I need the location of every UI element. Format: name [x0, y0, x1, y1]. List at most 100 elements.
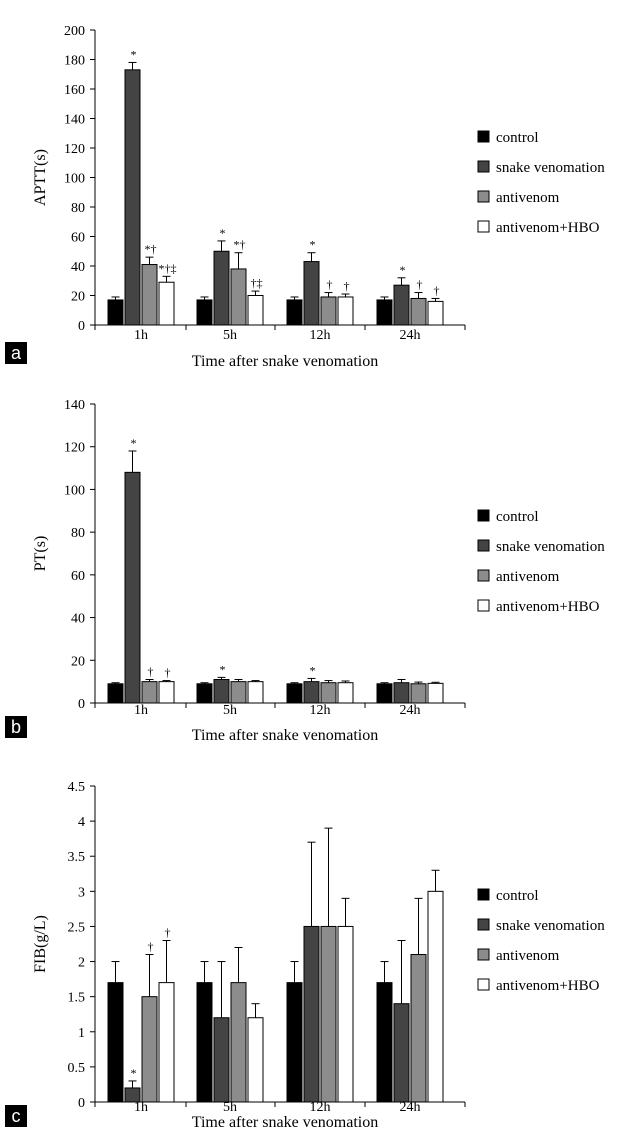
- legend-label: control: [496, 130, 539, 146]
- bar-snake-venomation-24h: [393, 682, 410, 704]
- y-tick-label: 160: [64, 83, 85, 98]
- bar-snake-venomation-12h: [303, 681, 320, 704]
- legend-label: snake venomation: [496, 918, 605, 934]
- bar-control-24h: [376, 683, 393, 704]
- bar-snake-venomation-24h: [393, 1003, 410, 1103]
- y-tick-label: 140: [64, 113, 85, 128]
- legend-label: snake venomation: [496, 160, 605, 176]
- y-axis-label: PT(s): [32, 536, 49, 572]
- y-tick-label: 60: [71, 569, 85, 584]
- legend-swatch: [477, 948, 490, 961]
- significance-mark: †‡: [251, 276, 263, 290]
- panel-tag-label: c: [12, 1106, 21, 1126]
- y-tick-label: 2: [78, 956, 85, 971]
- bar-antivenom-hbo-24h: [427, 890, 444, 1103]
- bar-control-1h: [107, 982, 124, 1103]
- y-tick-label: 40: [71, 260, 85, 275]
- bar-snake-venomation-5h: [213, 679, 230, 704]
- bar-antivenom-1h: [141, 681, 158, 704]
- y-tick-label: 2.5: [68, 920, 86, 935]
- significance-mark: *†: [145, 242, 157, 256]
- x-tick-label: 5h: [223, 1100, 237, 1115]
- bar-control-5h: [196, 683, 213, 704]
- y-tick-label: 1: [78, 1026, 85, 1041]
- legend-swatch: [477, 599, 490, 612]
- x-tick-label: 1h: [134, 1100, 148, 1115]
- y-tick-label: 120: [64, 441, 85, 456]
- bar-antivenom-1h: [141, 264, 158, 326]
- bar-control-1h: [107, 683, 124, 704]
- bar-snake-venomation-12h: [303, 925, 320, 1103]
- x-axis-label: Time after snake venomation: [192, 727, 378, 744]
- x-tick-label: 12h: [310, 1100, 331, 1115]
- chart-panel-a: 020406080100120140160180200**†*†‡1h**††‡…: [5, 24, 605, 370]
- bar-snake-venomation-12h: [303, 261, 320, 326]
- bar-antivenom-hbo-5h: [247, 295, 264, 326]
- y-tick-label: 100: [64, 172, 85, 187]
- x-tick-label: 1h: [134, 328, 148, 343]
- x-tick-label: 12h: [310, 328, 331, 343]
- bar-antivenom-hbo-24h: [427, 300, 444, 326]
- y-tick-label: 20: [71, 654, 85, 669]
- y-tick-label: 3: [78, 885, 85, 900]
- y-tick-label: 20: [71, 290, 85, 305]
- bar-antivenom-1h: [141, 996, 158, 1103]
- y-axis-label: FIB(g/L): [32, 915, 49, 973]
- y-tick-label: 140: [64, 398, 85, 413]
- x-axis-label: Time after snake venomation: [192, 1114, 378, 1131]
- y-tick-label: 40: [71, 612, 85, 627]
- legend-label: control: [496, 509, 539, 525]
- bar-antivenom-24h: [410, 297, 427, 326]
- bar-control-12h: [286, 299, 303, 326]
- panel-tag: [5, 716, 27, 738]
- legend-label: antivenom+HBO: [496, 220, 600, 236]
- significance-mark: †: [344, 279, 350, 293]
- legend-swatch: [477, 160, 490, 173]
- significance-mark: *: [310, 663, 316, 677]
- legend-swatch: [477, 130, 490, 143]
- legend-label: snake venomation: [496, 539, 605, 555]
- bar-antivenom-24h: [410, 954, 427, 1103]
- bar-control-24h: [376, 299, 393, 326]
- bar-antivenom-5h: [230, 982, 247, 1103]
- x-axis-label: Time after snake venomation: [192, 353, 378, 370]
- bar-antivenom-24h: [410, 683, 427, 704]
- y-tick-label: 4: [78, 815, 85, 830]
- bar-control-24h: [376, 982, 393, 1103]
- y-tick-label: 100: [64, 483, 85, 498]
- bar-antivenom-5h: [230, 681, 247, 704]
- bar-snake-venomation-5h: [213, 250, 230, 326]
- legend-label: antivenom+HBO: [496, 978, 600, 994]
- significance-mark: †: [165, 666, 171, 680]
- legend: control snake venomation antivenom antiveno…: [477, 509, 605, 615]
- bar-control-12h: [286, 683, 303, 704]
- legend-swatch: [477, 220, 490, 233]
- significance-mark: †: [417, 278, 423, 292]
- y-tick-label: 1.5: [68, 991, 86, 1006]
- significance-mark: *†‡: [159, 261, 177, 275]
- significance-mark: *: [131, 1066, 137, 1080]
- significance-mark: †: [327, 278, 333, 292]
- bar-snake-venomation-24h: [393, 284, 410, 326]
- bar-antivenom-5h: [230, 268, 247, 326]
- significance-mark: *†: [234, 238, 246, 252]
- bar-control-12h: [286, 982, 303, 1103]
- legend-swatch: [477, 569, 490, 582]
- legend: control snake venomation antivenom antiveno…: [477, 130, 605, 236]
- significance-mark: *: [220, 226, 226, 240]
- x-tick-label: 5h: [223, 703, 237, 718]
- significance-mark: †: [165, 925, 171, 939]
- x-tick-label: 5h: [223, 328, 237, 343]
- bar-control-5h: [196, 982, 213, 1103]
- chart-panel-b: 0 20 40 60 80 100 120 140 * † † 1h * 5h * 12h 24h PT(s) Ti…: [5, 398, 605, 744]
- bar-antivenom-12h: [320, 296, 337, 326]
- significance-mark: *: [131, 47, 137, 61]
- legend: control snake venomation antivenom antiveno…: [477, 888, 605, 994]
- x-tick-label: 24h: [400, 1100, 421, 1115]
- bar-antivenom-hbo-12h: [337, 925, 354, 1103]
- significance-mark: †: [434, 283, 440, 297]
- significance-mark: *: [310, 238, 316, 252]
- legend-label: antivenom: [496, 190, 560, 206]
- y-tick-label: 4.5: [68, 780, 86, 795]
- y-tick-label: 200: [64, 24, 85, 39]
